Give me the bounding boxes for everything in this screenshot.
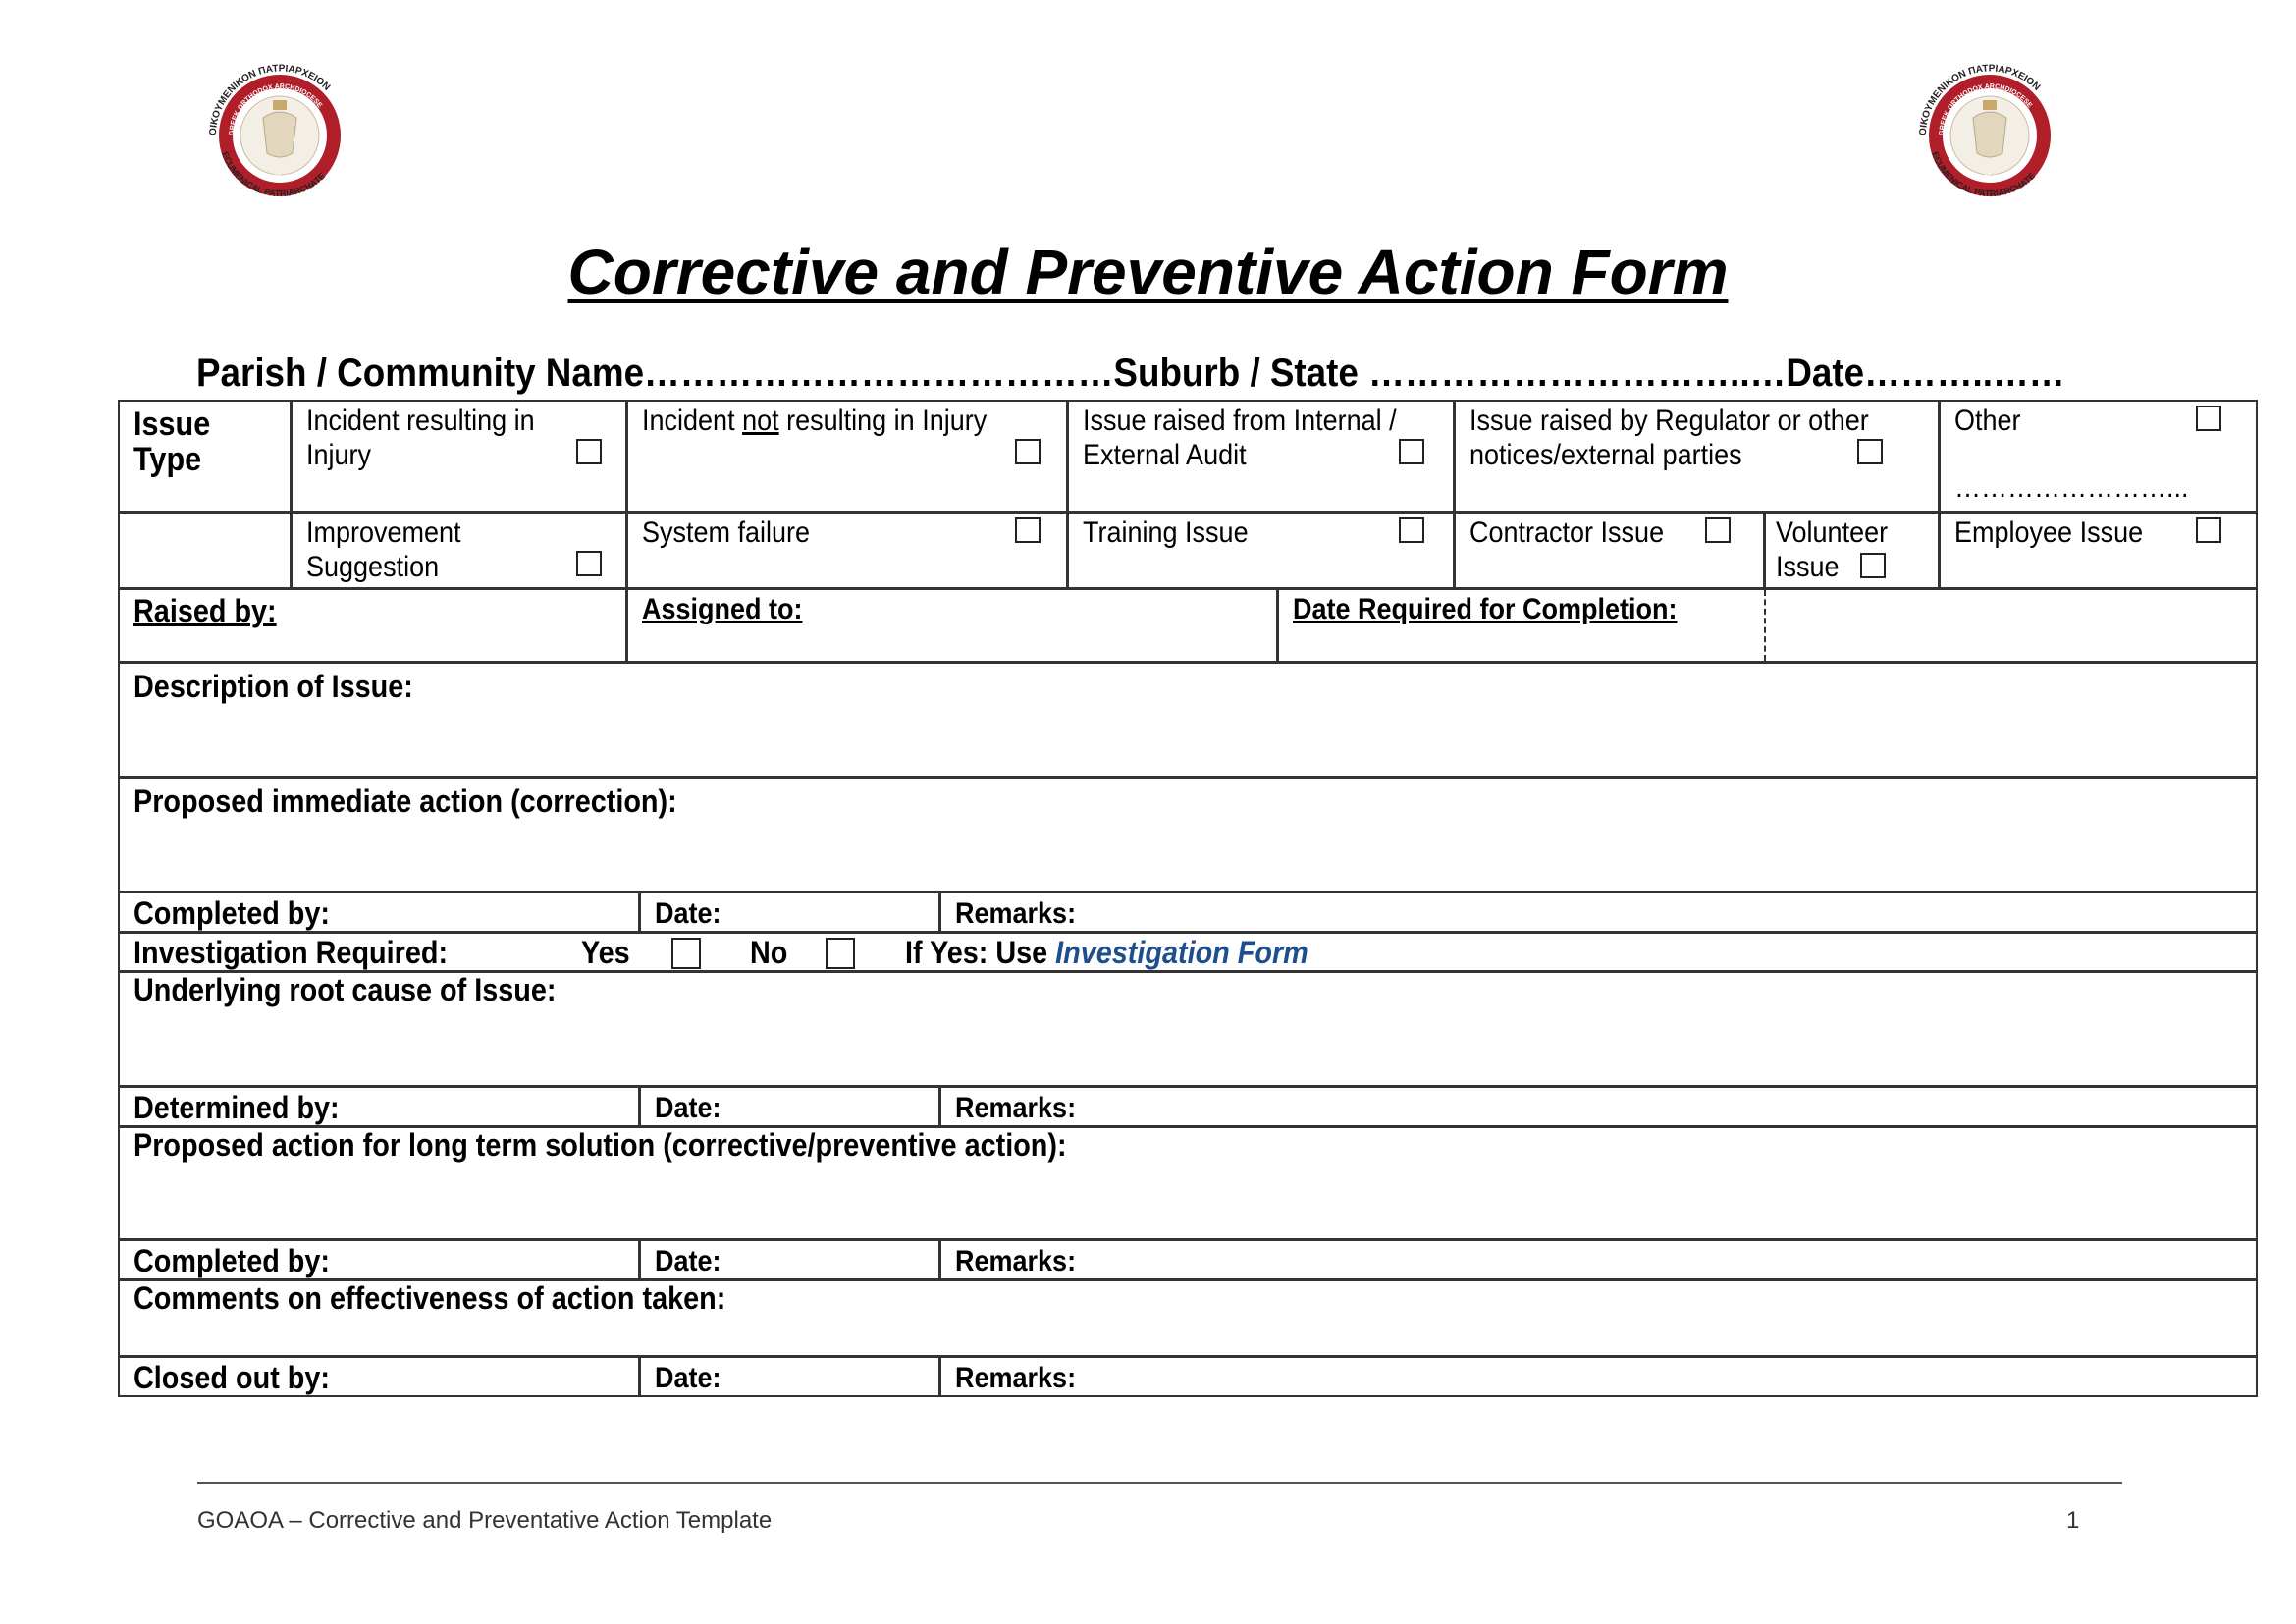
investigation-row: Investigation Required: Yes No If Yes: U… xyxy=(118,932,2258,972)
no-checkbox-icon[interactable] xyxy=(826,938,855,969)
parish-label: Parish / Community Name xyxy=(196,352,645,395)
checkbox-icon[interactable] xyxy=(576,551,602,576)
issue-other-cell: Other ……………………... xyxy=(1939,400,2258,513)
determined-by-cell[interactable]: Determined by: xyxy=(118,1086,640,1127)
svg-text:SINCE 1924: SINCE 1924 xyxy=(1973,175,2006,181)
raised-by-cell[interactable]: Raised by: xyxy=(118,588,627,663)
checkbox-icon[interactable] xyxy=(1857,439,1883,464)
completed-by-cell[interactable]: Completed by: xyxy=(118,892,640,933)
issue-volunteer-cell: Volunteer Issue xyxy=(1764,512,1940,589)
page-title: Corrective and Preventive Action Form xyxy=(567,237,1729,307)
proposed-immediate-cell[interactable]: Proposed immediate action (correction): xyxy=(118,777,2258,893)
date-label: Date xyxy=(1786,352,1865,395)
archdiocese-seal-logo: ΟΙΚΟΥΜΕΝΙΚΟΝ ΠΑΤΡΙΑΡΧΕΙΟΝ ECUMENICAL PAT… xyxy=(208,63,341,198)
suburb-field[interactable]: …………………………..… xyxy=(1358,352,1787,395)
svg-text:SINCE 1924: SINCE 1924 xyxy=(263,175,296,181)
issue-employee-cell: Employee Issue xyxy=(1939,512,2258,589)
issue-regulator-cell: Issue raised by Regulator or other notic… xyxy=(1454,400,1940,513)
checkbox-icon[interactable] xyxy=(1015,517,1041,543)
suburb-label: Suburb / State xyxy=(1113,352,1359,395)
long-term-action-cell[interactable]: Proposed action for long term solution (… xyxy=(118,1126,2258,1240)
footer-divider xyxy=(197,1482,2122,1484)
header-fields: Parish / Community Name…………………………………Subu… xyxy=(196,352,2065,396)
checkbox-icon[interactable] xyxy=(1399,439,1424,464)
issue-contractor-cell: Contractor Issue xyxy=(1454,512,1765,589)
issue-no-injury-cell: Incident not resulting in Injury xyxy=(626,400,1068,513)
issue-type-label-cell: Issue Type xyxy=(118,400,292,513)
checkbox-icon[interactable] xyxy=(1015,439,1041,464)
checkbox-icon[interactable] xyxy=(1860,553,1886,578)
issue-audit-cell: Issue raised from Internal / External Au… xyxy=(1067,400,1455,513)
checkbox-icon[interactable] xyxy=(2196,406,2221,431)
yes-checkbox-icon[interactable] xyxy=(671,938,701,969)
issue-improvement-cell: Improvement Suggestion xyxy=(291,512,627,589)
checkbox-icon[interactable] xyxy=(2196,517,2221,543)
closed-out-by-cell[interactable]: Closed out by: xyxy=(118,1356,640,1397)
other-field[interactable]: ……………………... xyxy=(1954,471,2189,504)
checkbox-icon[interactable] xyxy=(576,439,602,464)
description-cell[interactable]: Description of Issue: xyxy=(118,662,2258,778)
footer-text: GOAOA – Corrective and Preventative Acti… xyxy=(197,1507,773,1534)
investigation-form-link[interactable]: Investigation Form xyxy=(1055,935,1308,970)
checkbox-icon[interactable] xyxy=(1399,517,1424,543)
date-cell[interactable]: Date: xyxy=(639,892,940,933)
remarks-cell[interactable]: Remarks: xyxy=(939,1239,2258,1280)
comments-cell[interactable]: Comments on effectiveness of action take… xyxy=(118,1279,2258,1357)
empty-cell xyxy=(118,512,292,589)
date-cell[interactable]: Date: xyxy=(639,1086,940,1127)
date-required-cell[interactable]: Date Required for Completion: xyxy=(1277,588,2258,663)
page-number: 1 xyxy=(2066,1507,2080,1534)
root-cause-cell[interactable]: Underlying root cause of Issue: xyxy=(118,971,2258,1087)
date-field[interactable]: ………..…… xyxy=(1864,352,2065,395)
date-cell[interactable]: Date: xyxy=(639,1239,940,1280)
parish-field[interactable]: ………………………………… xyxy=(644,352,1114,395)
remarks-cell[interactable]: Remarks: xyxy=(939,1086,2258,1127)
assigned-to-cell[interactable]: Assigned to: xyxy=(626,588,1278,663)
divider xyxy=(1764,590,1766,661)
remarks-cell[interactable]: Remarks: xyxy=(939,1356,2258,1397)
issue-injury-cell: Incident resulting in Injury xyxy=(291,400,627,513)
date-cell[interactable]: Date: xyxy=(639,1356,940,1397)
archdiocese-seal-logo: ΟΙΚΟΥΜΕΝΙΚΟΝ ΠΑΤΡΙΑΡΧΕΙΟΝ ECUMENICAL PAT… xyxy=(1918,63,2051,198)
checkbox-icon[interactable] xyxy=(1705,517,1731,543)
issue-training-cell: Training Issue xyxy=(1067,512,1455,589)
remarks-cell[interactable]: Remarks: xyxy=(939,892,2258,933)
completed-by-cell[interactable]: Completed by: xyxy=(118,1239,640,1280)
issue-system-failure-cell: System failure xyxy=(626,512,1068,589)
